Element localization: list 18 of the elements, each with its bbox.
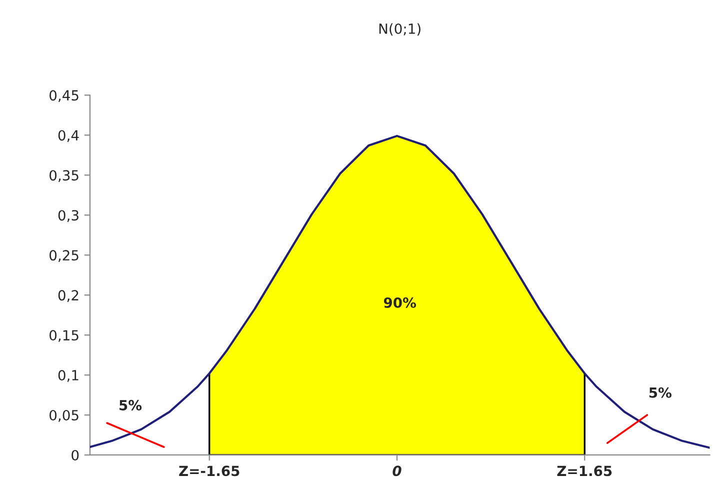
- y-tick-label: 0,1: [58, 370, 78, 382]
- y-tick-label: 0,45: [50, 90, 78, 102]
- y-tick-label: 0,2: [58, 290, 78, 302]
- y-tick-label: 0,3: [58, 210, 78, 222]
- y-tick-label: 0,4: [58, 130, 79, 142]
- y-tick-label: 0,25: [50, 250, 78, 262]
- x-tick-label: Z=-1.65: [179, 466, 240, 476]
- y-tick-label: 0: [72, 450, 79, 460]
- annotation: 5%: [120, 400, 142, 410]
- chart-title: N(0;1): [379, 23, 420, 36]
- x-tick-label: 0: [392, 466, 402, 476]
- y-tick-label: 0,15: [50, 330, 78, 342]
- annotation: 90%: [384, 297, 416, 308]
- x-tick-label: Z=1.65: [557, 466, 612, 476]
- annotation: 5%: [649, 387, 672, 398]
- y-tick-label: 0,05: [50, 410, 78, 422]
- line-series: [90, 134, 710, 449]
- y-tick-label: 0,35: [50, 170, 78, 182]
